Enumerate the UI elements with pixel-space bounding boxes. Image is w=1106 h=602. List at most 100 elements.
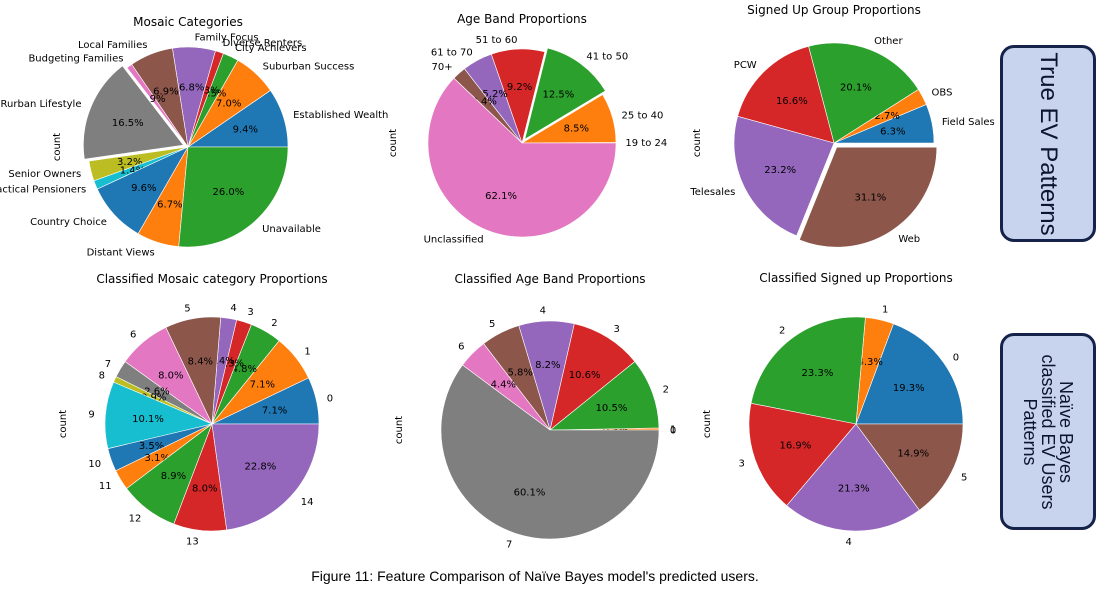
- slice-percent-label: 6.9%: [153, 87, 178, 98]
- slice-category-label: 70+: [432, 62, 453, 73]
- pie-slice-25-to-40: [520, 94, 617, 144]
- slice-category-label: Budgeting Families: [28, 53, 123, 64]
- slice-category-label: 25 to 40: [622, 111, 664, 122]
- slice-percent-label: 8.2%: [535, 360, 560, 371]
- slice-percent-label: 5.2%: [482, 89, 507, 100]
- pie-slice-unavailable: [178, 146, 289, 248]
- slice-percent-label: 3.2%: [117, 157, 142, 168]
- chart-title: Classified Age Band Proportions: [454, 272, 645, 286]
- slice-percent-label: 60.1%: [514, 488, 546, 499]
- pie-chart-classified-age-band-proportions: Classified Age Band Proportionscount0.0%…: [394, 272, 676, 550]
- slice-percent-label: 4.4%: [491, 380, 516, 391]
- slice-category-label: Telesales: [689, 187, 735, 198]
- slice-category-label: 2: [663, 384, 669, 395]
- slice-category-label: 5: [184, 304, 190, 315]
- slice-category-label: Distant Views: [87, 247, 155, 258]
- slice-category-label: 7: [506, 539, 512, 550]
- slice-percent-label: 23.2%: [764, 165, 796, 176]
- slice-category-label: 7: [105, 359, 111, 370]
- slice-category-label: Diverse Renters: [223, 38, 303, 49]
- slice-percent-label: 10.1%: [132, 414, 164, 425]
- slice-percent-label: 2.4%: [471, 97, 496, 108]
- slice-category-label: 41 to 50: [586, 52, 628, 63]
- chart-ylabel: count: [52, 133, 63, 161]
- chart-ylabel: count: [702, 410, 713, 438]
- chart-ylabel: count: [692, 129, 703, 157]
- classified-label-line-2: classified EV Users: [1038, 353, 1058, 510]
- slice-category-label: PCW: [734, 60, 757, 71]
- slice-percent-label: 22.8%: [245, 462, 277, 473]
- slice-percent-label: 6.7%: [157, 200, 182, 211]
- chart-title: Classified Mosaic category Proportions: [96, 272, 327, 286]
- slice-percent-label: 5.8%: [507, 367, 532, 378]
- slice-category-label: 11: [99, 481, 112, 492]
- slice-percent-label: 12.5%: [542, 89, 574, 100]
- slice-percent-label: 6.3%: [880, 127, 905, 138]
- slice-category-label: 14: [301, 497, 314, 508]
- slice-percent-label: 16.6%: [776, 96, 808, 107]
- pie-slice-3: [748, 402, 857, 507]
- slice-category-label: 8: [99, 370, 105, 381]
- slice-category-label: Local Families: [78, 40, 148, 51]
- chart-title: Signed Up Group Proportions: [747, 3, 921, 17]
- slice-percent-label: 8.5%: [564, 123, 589, 134]
- chart-title: Mosaic Categories: [133, 15, 243, 29]
- slice-category-label: 1: [670, 424, 676, 435]
- slice-category-label: Field Sales: [942, 117, 995, 128]
- slice-percent-label: 8.0%: [158, 370, 183, 381]
- pie-slice-rurban-lifestyle: [83, 65, 184, 160]
- slice-category-label: 0: [327, 393, 333, 404]
- pie-slice-other: [808, 42, 919, 144]
- slice-percent-label: 4.8%: [232, 364, 257, 375]
- true-ev-patterns-box: True EV Patterns: [1000, 45, 1096, 242]
- pie-slice-2: [750, 316, 866, 425]
- slice-category-label: Senior Owners: [8, 169, 81, 180]
- slice-category-label: Rurban Lifestyle: [1, 99, 82, 110]
- pie-chart-classified-mosaic-category-proportions: Classified Mosaic category Proportions co…: [58, 272, 333, 547]
- slice-percent-label: 3.1%: [145, 453, 170, 464]
- slice-percent-label: 1.4%: [120, 165, 145, 176]
- slice-category-label: Suburban Success: [263, 62, 355, 73]
- slice-category-label: 0: [953, 352, 959, 363]
- slice-category-label: Unavailable: [262, 224, 321, 235]
- slice-percent-label: 2.7%: [874, 111, 899, 122]
- slice-percent-label: 14.9%: [897, 448, 929, 459]
- pie-slice-14: [211, 423, 320, 531]
- pie-slice-unclassified: [427, 77, 617, 238]
- slice-category-label: 19 to 24: [625, 138, 667, 149]
- slice-percent-label: 2.4%: [209, 356, 234, 367]
- slice-category-label: 4: [540, 306, 546, 317]
- slice-category-label: Unclassified: [424, 235, 484, 246]
- slice-percent-label: 16.5%: [112, 118, 144, 129]
- slice-category-label: 5: [489, 319, 495, 330]
- pie-chart-mosaic-categories: Mosaic Categories count 9.4% Established We…: [0, 15, 388, 258]
- slice-category-label: City Achievers: [235, 43, 307, 54]
- classified-ev-users-label: Naïve Bayes classified EV Users Patterns: [1020, 353, 1076, 510]
- pie-slice-4: [786, 423, 920, 532]
- slice-category-label: Practical Pensioners: [0, 184, 86, 195]
- slice-percent-label: 7.1%: [262, 405, 287, 416]
- slice-percent-label: 9.6%: [131, 183, 156, 194]
- pie-slice-telesales: [733, 115, 835, 237]
- slice-category-label: OBS: [932, 88, 953, 99]
- pie-slice-7: [440, 364, 660, 540]
- chart-ylabel: count: [394, 416, 405, 444]
- slice-percent-label: 19.3%: [893, 383, 925, 394]
- pie-slice-2: [549, 361, 660, 431]
- slice-percent-label: 23.3%: [802, 368, 834, 379]
- slice-category-label: 12: [129, 514, 142, 525]
- slice-category-label: 2: [271, 318, 277, 329]
- slice-percent-label: 9.2%: [507, 82, 532, 93]
- slice-category-label: 61 to 70: [431, 48, 473, 59]
- slice-percent-label: 8.9%: [161, 471, 186, 482]
- slice-percent-label: 20.1%: [840, 83, 872, 94]
- slice-percent-label: 10.6%: [569, 370, 601, 381]
- classified-ev-users-box: Naïve Bayes classified EV Users Patterns: [1000, 333, 1096, 530]
- slice-percent-label: 2.6%: [144, 386, 169, 397]
- slice-category-label: 3: [739, 458, 745, 469]
- pie-slice-budgeting-families: [126, 63, 189, 148]
- pie-slice-5: [855, 423, 964, 511]
- slice-category-label: 0: [670, 426, 676, 437]
- slice-category-label: 6: [458, 341, 464, 352]
